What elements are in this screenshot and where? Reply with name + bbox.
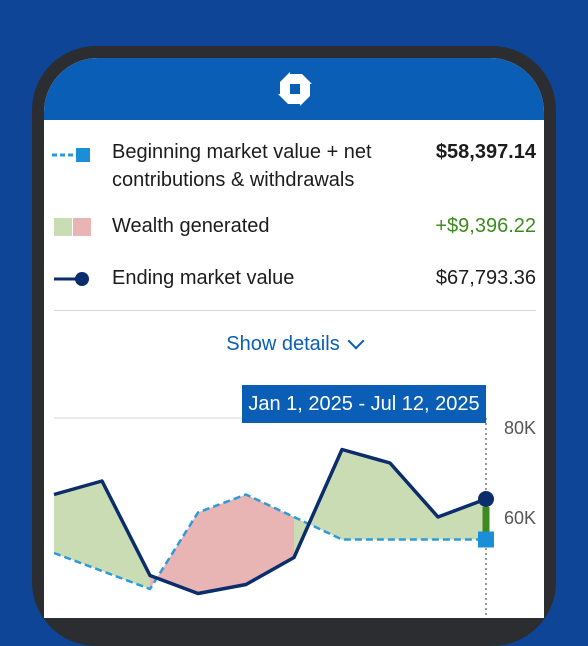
- y-tick-label-60k: 60K: [503, 508, 536, 528]
- chevron-down-icon: [347, 332, 365, 350]
- legend-value-beginning: $58,397.14: [435, 141, 536, 163]
- line-dot-icon: [54, 272, 89, 286]
- loss-area-segment: [246, 494, 294, 585]
- loss-area-segment: [198, 494, 246, 594]
- divider: [54, 310, 536, 311]
- chase-logo-icon: [278, 72, 312, 106]
- beginning-value-line: [53, 493, 486, 591]
- app-screen: Beginning market value + net contributio…: [44, 58, 544, 618]
- ending-value-line: [53, 447, 487, 596]
- beginning-value-square: [478, 531, 494, 548]
- legend-label-wealth: Wealth generated: [112, 215, 270, 237]
- show-details-button[interactable]: Show details: [44, 329, 544, 358]
- dashed-line-square-icon: [52, 148, 90, 162]
- gain-area-segment: [54, 481, 102, 571]
- legend-label-ending: Ending market value: [112, 267, 295, 289]
- legend-value-wealth: +$9,396.22: [435, 215, 536, 237]
- y-tick-label-80k: 80K: [503, 418, 536, 438]
- legend-label-beginning: Beginning market value + net contributio…: [112, 141, 372, 191]
- show-details-label: Show details: [226, 332, 340, 355]
- date-range-badge: Jan 1, 2025 - Jul 12, 2025: [242, 385, 486, 423]
- ending-value-dot: [478, 491, 494, 507]
- legend-value-ending: $67,793.36: [435, 267, 536, 289]
- gain-area-segment: [342, 449, 390, 540]
- gain-area-segment: [390, 463, 438, 540]
- wealth-swatch-icon: [54, 218, 91, 236]
- wealth-chart: [53, 417, 494, 618]
- gain-area-segment: [438, 499, 486, 540]
- app-header: [44, 58, 544, 120]
